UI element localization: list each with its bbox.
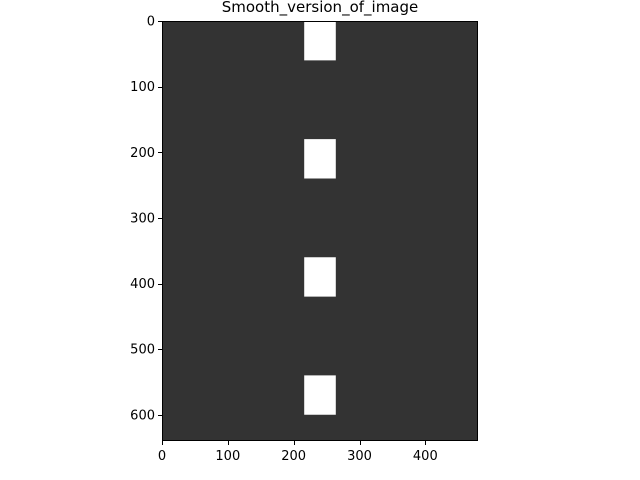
axis-ticks: 0 100 200 300 400 0 100 200 300 400 500 600 — [130, 15, 438, 465]
y-tick-label: 200 — [130, 146, 155, 161]
bright-region-2 — [304, 139, 336, 179]
x-tick-label: 300 — [347, 449, 372, 464]
chart-title: Smooth_version_of_image — [222, 0, 419, 17]
bright-region-3 — [304, 257, 336, 297]
x-tick-label: 100 — [215, 449, 240, 464]
y-tick-label: 400 — [130, 277, 155, 292]
x-tick-label: 400 — [413, 449, 438, 464]
bright-region-4 — [304, 375, 336, 415]
y-tick-label: 100 — [130, 80, 155, 95]
image-area — [162, 21, 478, 441]
axes-frame — [162, 21, 478, 441]
image-background — [162, 21, 478, 441]
y-tick-label: 500 — [130, 343, 155, 358]
x-tick-label: 0 — [158, 449, 166, 464]
y-tick-label: 600 — [130, 408, 155, 423]
y-tick-label: 0 — [147, 15, 155, 30]
bright-region-1 — [304, 21, 336, 61]
y-tick-label: 300 — [130, 211, 155, 226]
x-tick-label: 200 — [281, 449, 306, 464]
